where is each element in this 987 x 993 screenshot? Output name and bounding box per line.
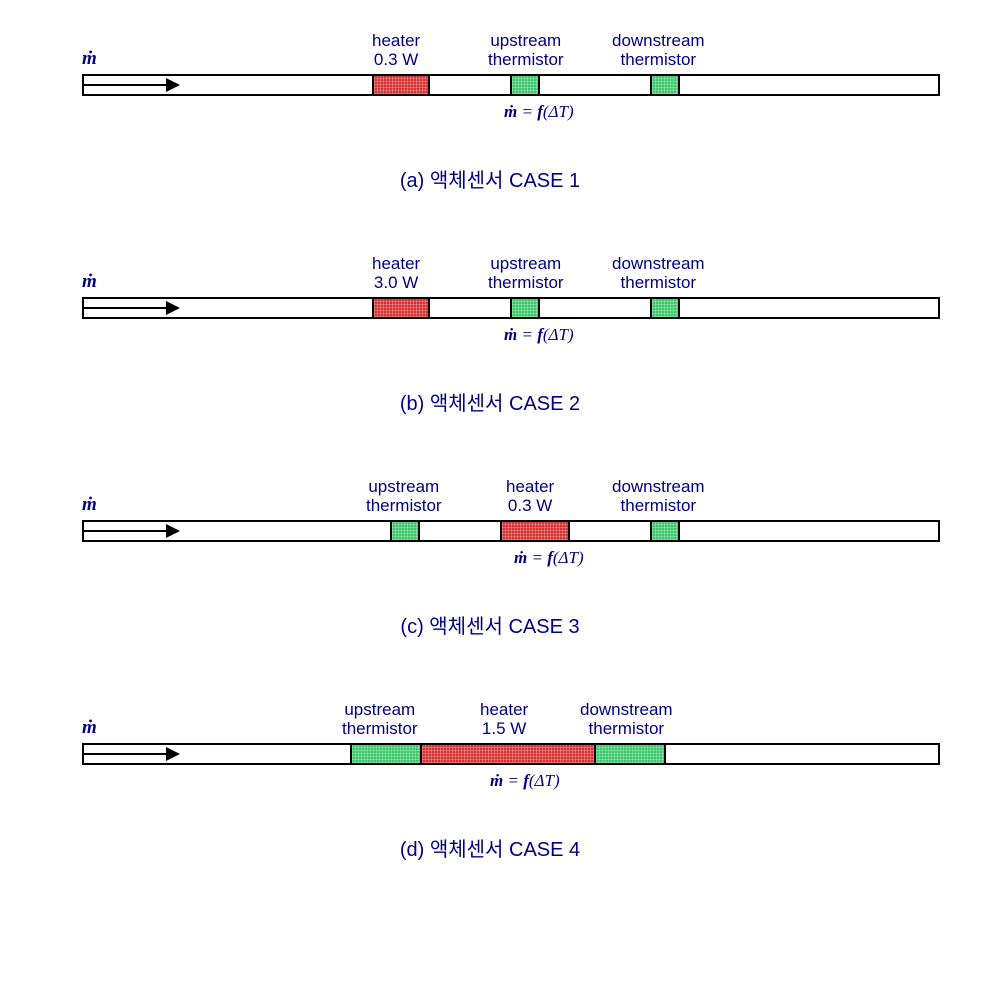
mass-flow-symbol: ṁ bbox=[82, 494, 97, 516]
heater-block bbox=[372, 297, 430, 319]
thermistor-label: upstreamthermistor bbox=[342, 701, 418, 738]
thermistor-block bbox=[650, 74, 680, 96]
heater-label: heater0.3 W bbox=[372, 32, 420, 69]
flow-arrow-line bbox=[82, 753, 170, 755]
mass-flow-symbol: ṁ bbox=[82, 717, 97, 739]
diagram-row: ṁ upstreamthermistor heater0.3 W downstream… bbox=[40, 476, 940, 596]
thermistor-block bbox=[650, 520, 680, 542]
heater-label: heater1.5 W bbox=[480, 701, 528, 738]
thermistor-label: downstreamthermistor bbox=[612, 255, 705, 292]
equation-label: ṁ = f(ΔT) bbox=[504, 102, 574, 122]
thermistor-block bbox=[390, 520, 420, 542]
thermistor-block bbox=[510, 74, 540, 96]
thermistor-block bbox=[350, 743, 422, 765]
case-caption: (a) 액체센서 CASE 1 bbox=[40, 164, 940, 193]
flow-arrow-head bbox=[166, 747, 180, 761]
thermistor-block bbox=[594, 743, 666, 765]
thermistor-label: downstreamthermistor bbox=[612, 32, 705, 69]
mass-flow-symbol: ṁ bbox=[82, 271, 97, 293]
flow-arrow-line bbox=[82, 307, 170, 309]
flow-arrow-line bbox=[82, 84, 170, 86]
thermistor-label: upstreamthermistor bbox=[366, 478, 442, 515]
thermistor-block bbox=[510, 297, 540, 319]
flow-arrow-head bbox=[166, 301, 180, 315]
case-b: ṁ heater3.0 W upstreamthermistor downstream… bbox=[40, 253, 947, 416]
diagram-row: ṁ heater0.3 W upstreamthermistor downstream… bbox=[40, 30, 940, 150]
case-a: ṁ heater0.3 W upstreamthermistor downstream… bbox=[40, 30, 947, 193]
flow-arrow-head bbox=[166, 78, 180, 92]
equation-label: ṁ = f(ΔT) bbox=[490, 771, 560, 791]
flow-arrow-line bbox=[82, 530, 170, 532]
case-caption: (d) 액체센서 CASE 4 bbox=[40, 833, 940, 862]
diagram-row: ṁ upstreamthermistor heater1.5 W downstream… bbox=[40, 699, 940, 819]
equation-label: ṁ = f(ΔT) bbox=[504, 325, 574, 345]
thermistor-label: downstreamthermistor bbox=[612, 478, 705, 515]
thermistor-label: upstreamthermistor bbox=[488, 255, 564, 292]
case-c: ṁ upstreamthermistor heater0.3 W downstream… bbox=[40, 476, 947, 639]
equation-label: ṁ = f(ΔT) bbox=[514, 548, 584, 568]
heater-block bbox=[420, 743, 596, 765]
heater-label: heater0.3 W bbox=[506, 478, 554, 515]
heater-label: heater3.0 W bbox=[372, 255, 420, 292]
case-caption: (c) 액체센서 CASE 3 bbox=[40, 610, 940, 639]
heater-block bbox=[372, 74, 430, 96]
diagram-row: ṁ heater3.0 W upstreamthermistor downstream… bbox=[40, 253, 940, 373]
flow-arrow-head bbox=[166, 524, 180, 538]
case-d: ṁ upstreamthermistor heater1.5 W downstream… bbox=[40, 699, 947, 862]
thermistor-label: downstreamthermistor bbox=[580, 701, 673, 738]
case-caption: (b) 액체센서 CASE 2 bbox=[40, 387, 940, 416]
thermistor-label: upstreamthermistor bbox=[488, 32, 564, 69]
thermistor-block bbox=[650, 297, 680, 319]
mass-flow-symbol: ṁ bbox=[82, 48, 97, 70]
heater-block bbox=[500, 520, 570, 542]
